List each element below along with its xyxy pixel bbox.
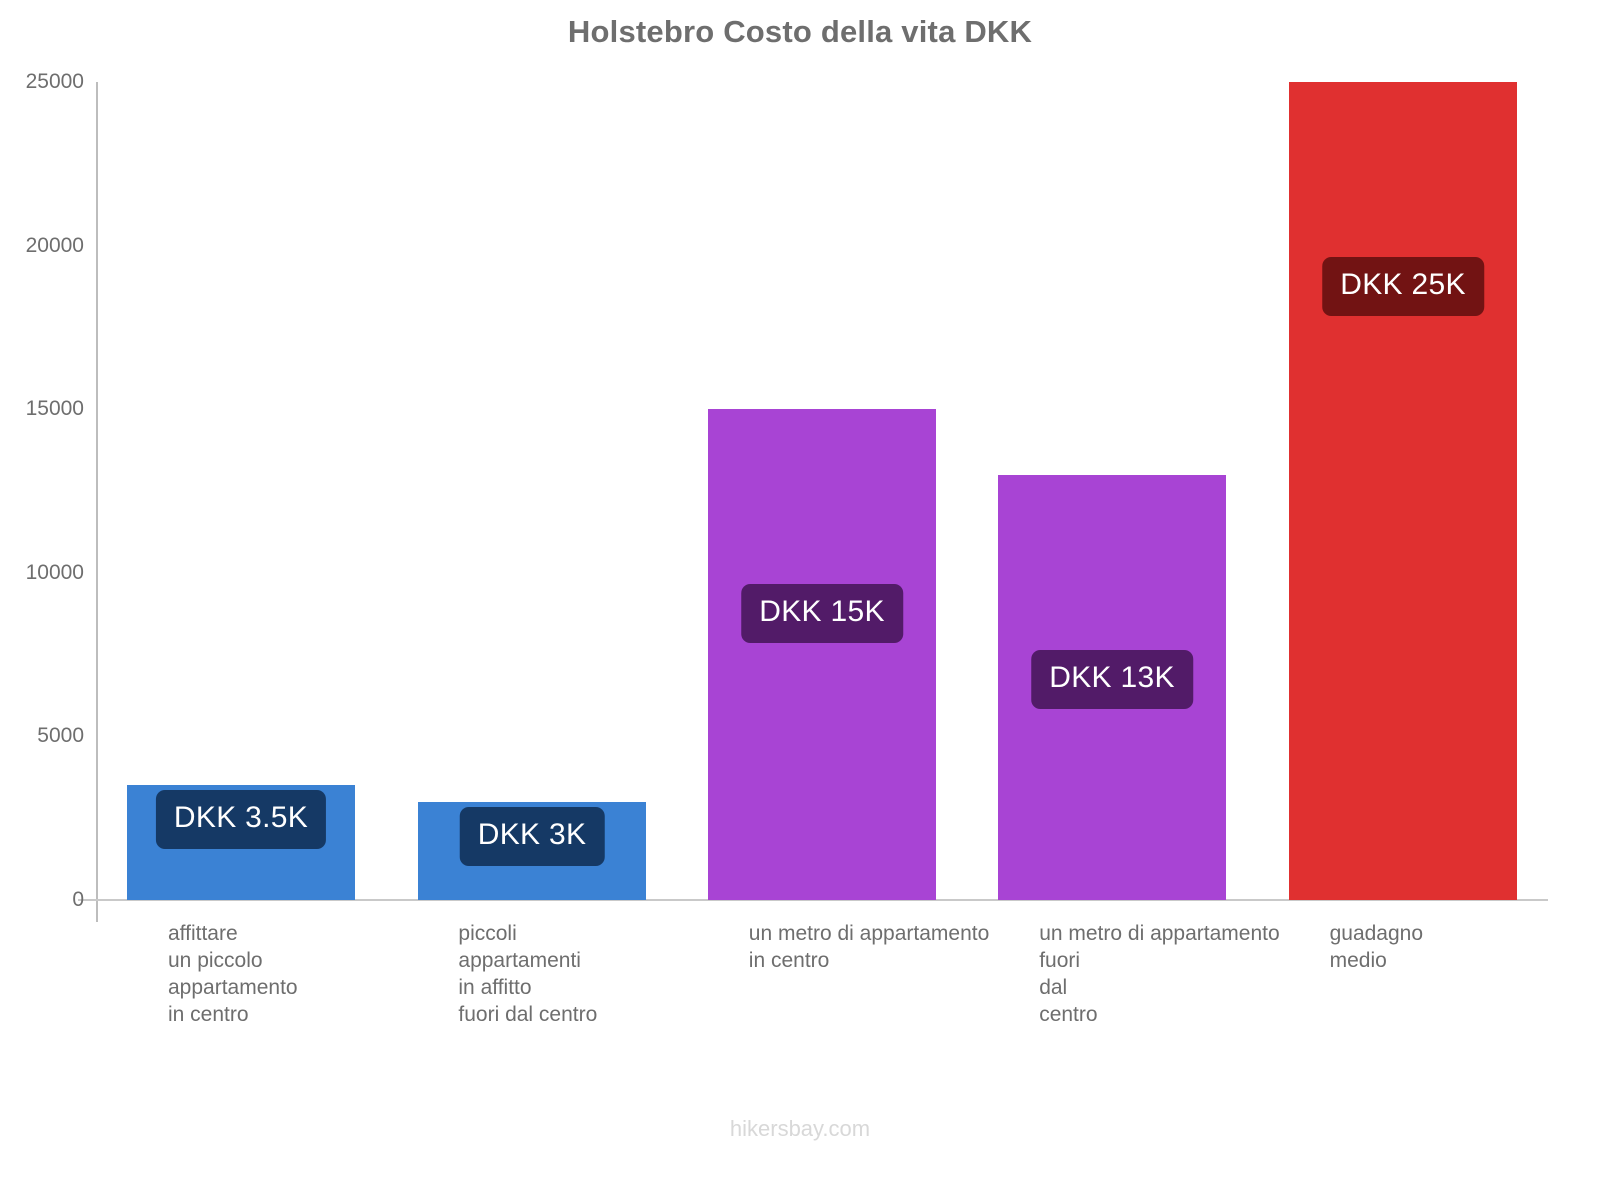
x-axis-label-4: un metro di appartamento fuori dal centr… [1039,922,1280,1026]
y-axis-tick-label: 5000 [37,724,84,748]
bar-value-label-4: DKK 13K [1031,650,1193,709]
y-axis-tick-label: 0 [72,888,84,911]
x-axis-label-2: piccoli appartamenti in affitto fuori da… [458,922,598,1026]
bar-value-label-5: DKK 25K [1322,257,1484,316]
footer-watermark: hikersbay.com [729,1116,871,1141]
y-axis-tick-stub [96,900,98,922]
chart-title: Holstebro Costo della vita DKK [567,14,1033,49]
y-axis-tick-label: 20000 [25,233,84,257]
y-axis-tick-label: 10000 [25,560,84,584]
y-axis-line [96,82,98,902]
x-axis-label-3: un metro di appartamento in centro [748,922,990,972]
x-axis-label-5: guadagno medio [1329,922,1424,972]
y-axis-tick-label: 15000 [25,397,84,421]
bar-3[interactable] [708,409,936,900]
y-axis-tick-label: 25000 [25,70,84,93]
bar-value-label-2: DKK 3K [459,807,605,866]
bar-5[interactable] [1289,82,1517,900]
x-axis-baseline [78,899,1548,901]
bar-value-label-3: DKK 15K [741,584,903,643]
x-axis-label-1: affittare un piccolo appartamento in cen… [168,922,298,1026]
bar-value-label-1: DKK 3.5K [155,790,327,849]
